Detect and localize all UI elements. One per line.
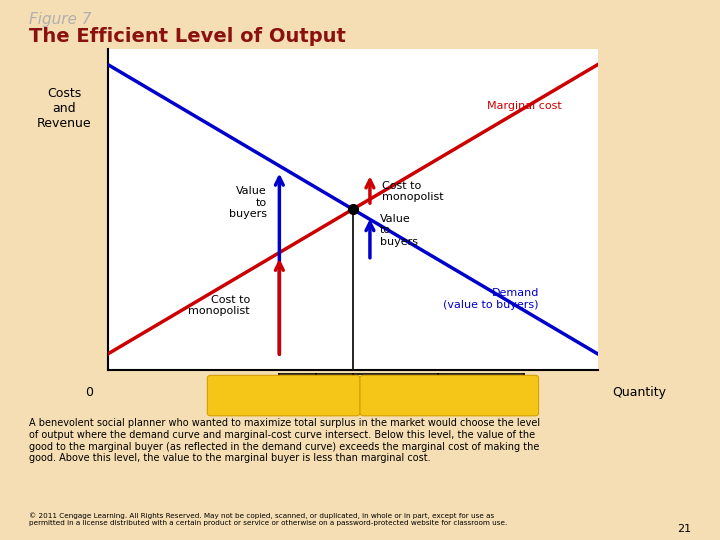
Text: Demand
(value to buyers): Demand (value to buyers): [444, 288, 539, 310]
Text: A benevolent social planner who wanted to maximize total surplus in the market w: A benevolent social planner who wanted t…: [29, 418, 540, 463]
Text: The Efficient Level of Output: The Efficient Level of Output: [29, 27, 346, 46]
Text: Value to buyers is less
than cost to sellers: Value to buyers is less than cost to sel…: [391, 384, 508, 407]
Text: Value
to
buyers: Value to buyers: [379, 214, 418, 247]
Text: Cost to
monopolist: Cost to monopolist: [382, 180, 444, 202]
Text: 21: 21: [677, 523, 691, 534]
Text: Figure 7: Figure 7: [29, 12, 91, 27]
Text: Efficient
quantity: Efficient quantity: [331, 384, 374, 407]
FancyBboxPatch shape: [207, 375, 360, 416]
Text: Value
to
buyers: Value to buyers: [229, 186, 267, 219]
Text: Marginal cost: Marginal cost: [487, 102, 562, 111]
Text: © 2011 Cengage Learning. All Rights Reserved. May not be copied, scanned, or dup: © 2011 Cengage Learning. All Rights Rese…: [29, 512, 507, 525]
Text: Cost to
monopolist: Cost to monopolist: [189, 295, 250, 316]
FancyBboxPatch shape: [360, 375, 539, 416]
Text: Value to buyers is greater
than cost to sellers: Value to buyers is greater than cost to …: [216, 384, 351, 407]
Text: Quantity: Quantity: [612, 386, 666, 399]
Text: Costs
and
Revenue: Costs and Revenue: [37, 87, 91, 130]
Text: 0: 0: [85, 386, 94, 399]
